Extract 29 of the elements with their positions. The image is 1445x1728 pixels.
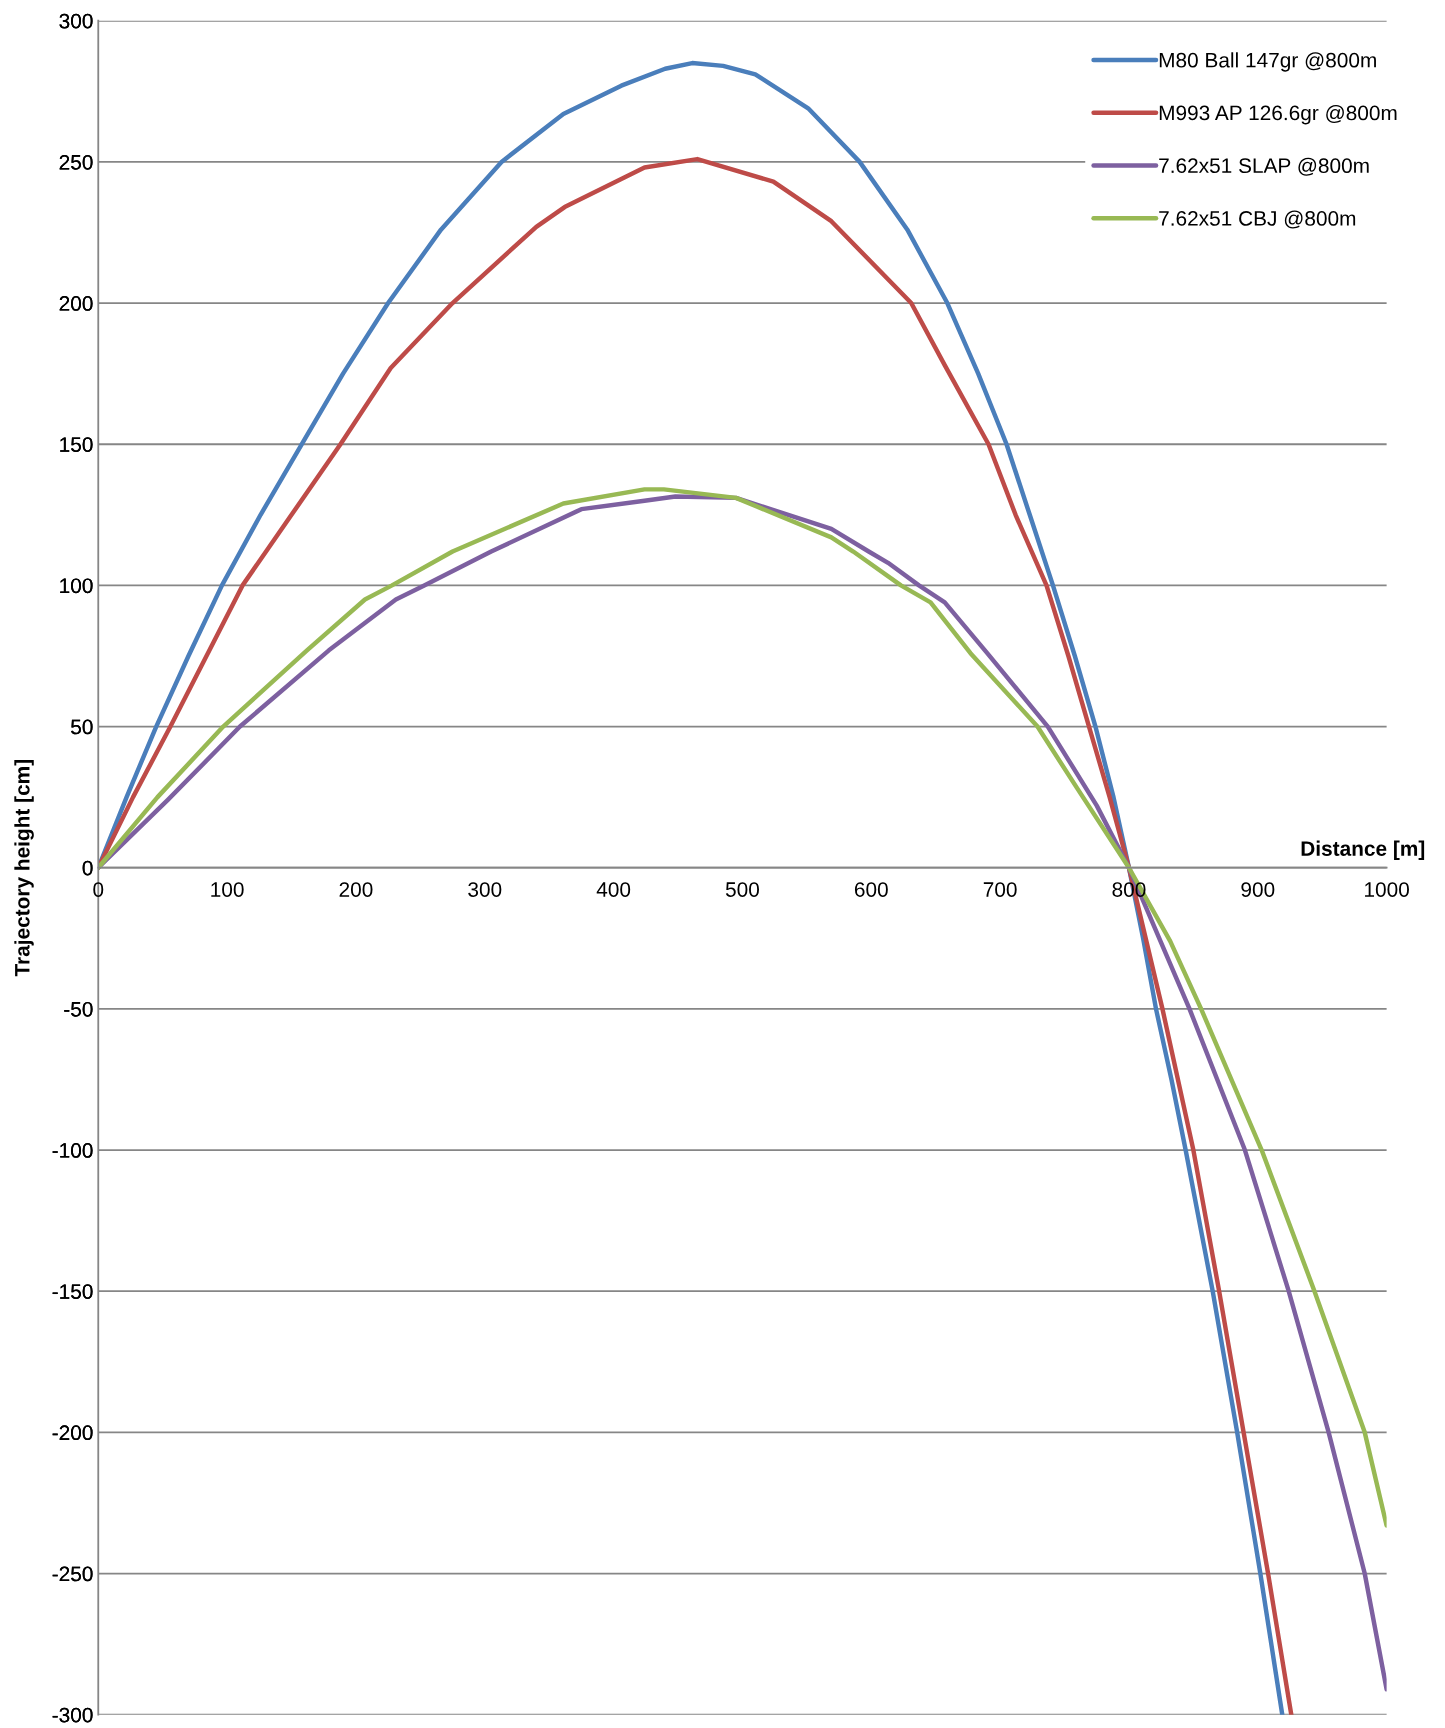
y-tick-label: -50 <box>64 1001 93 1017</box>
x-tick-label: 900 <box>1241 882 1275 897</box>
y-tick-label: 300 <box>59 13 93 29</box>
legend-label: 7.62x51 CBJ @800m <box>1159 210 1356 229</box>
y-tick-label: 50 <box>71 719 93 735</box>
x-tick-label: 300 <box>468 882 502 897</box>
legend-label: 7.62x51 SLAP @800m <box>1159 157 1369 176</box>
y-tick-label: 200 <box>59 296 93 311</box>
y-tick-label: 0 <box>82 860 93 876</box>
y-tick-label: 100 <box>60 578 93 594</box>
y-tick-label: 250 <box>59 154 93 170</box>
y-tick-label: 150 <box>60 437 93 452</box>
y-tick-label: -300 <box>52 1707 93 1723</box>
legend-label: M80 Ball 147gr @800m <box>1159 52 1376 72</box>
x-tick-label: 1000 <box>1365 882 1409 897</box>
y-tick-label: -150 <box>52 1284 93 1299</box>
x-tick-label: 200 <box>339 882 373 897</box>
x-tick-label: 0 <box>93 882 104 897</box>
y-axis-title: Trajectory height [cm] <box>14 760 34 977</box>
x-tick-label: 500 <box>725 882 760 897</box>
x-tick-label: 100 <box>211 882 244 897</box>
x-tick-label: 600 <box>854 882 888 897</box>
x-tick-label: 400 <box>596 882 631 897</box>
x-tick-label: 700 <box>983 882 1017 897</box>
y-tick-label: -100 <box>52 1143 93 1158</box>
y-tick-label: -250 <box>52 1566 93 1582</box>
legend-label: M993 AP 126.6gr @800m <box>1159 105 1397 125</box>
x-axis-title: Distance [m] <box>1301 840 1425 861</box>
y-tick-label: -200 <box>52 1425 93 1441</box>
